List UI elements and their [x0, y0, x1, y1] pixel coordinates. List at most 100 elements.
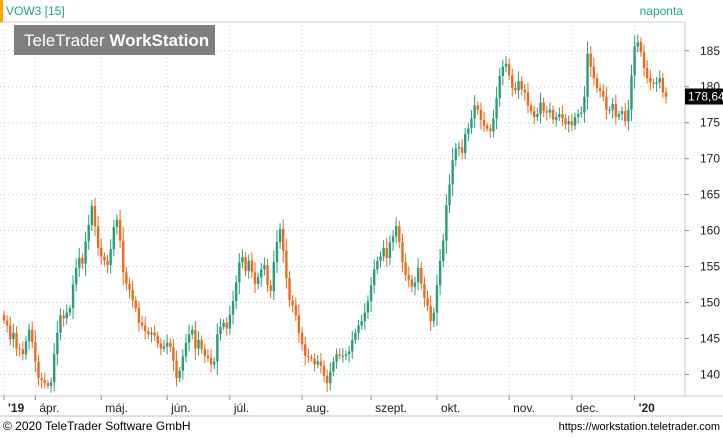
candle [416, 258, 420, 291]
candle [614, 94, 618, 125]
candle [27, 323, 31, 350]
candle [630, 64, 633, 121]
x-tick-label-5: aug. [306, 401, 329, 415]
x-tick-label-0: '19 [8, 401, 25, 415]
candle-body [27, 329, 31, 342]
candle [576, 109, 580, 124]
candle [645, 60, 649, 84]
y-tick-label-170: 170 [700, 152, 720, 166]
candle [482, 111, 486, 132]
source-url-link[interactable]: https://workstation.teletrader.com [559, 421, 720, 433]
y-tick-label-175: 175 [700, 116, 720, 130]
candle [297, 304, 301, 343]
candle-body [407, 275, 410, 280]
candle [269, 279, 272, 299]
candle [37, 354, 40, 386]
candle [413, 276, 417, 296]
candle-body [410, 279, 414, 287]
candle [479, 102, 483, 130]
candle-body [278, 229, 282, 243]
candle [529, 101, 533, 115]
candle-body [413, 282, 417, 287]
candle [542, 97, 545, 118]
candle-body [81, 257, 84, 264]
candle [423, 276, 426, 308]
candle-body [357, 325, 360, 333]
candle [611, 97, 614, 119]
candle-body [391, 236, 395, 243]
candle [253, 262, 257, 293]
candle [15, 326, 18, 356]
candle-body [118, 219, 122, 241]
candle [551, 105, 555, 125]
x-tick-label-1: ápr. [39, 401, 59, 415]
candle [31, 321, 34, 348]
candle [495, 86, 498, 130]
candle [56, 320, 59, 366]
candle-body [46, 383, 50, 386]
candle [256, 272, 260, 290]
candle [322, 360, 326, 383]
candle-body [84, 241, 87, 264]
candle [580, 106, 583, 118]
candle [162, 339, 166, 353]
candle-body [464, 134, 467, 153]
candle-body [24, 341, 28, 355]
candle [263, 257, 266, 276]
candle [476, 101, 479, 115]
candle [313, 353, 316, 372]
candle-body [548, 109, 552, 113]
candle-body [351, 339, 354, 352]
candle-body [62, 315, 65, 319]
candle-body [52, 354, 56, 383]
candle-body [272, 262, 276, 291]
candle [219, 318, 222, 341]
candle [592, 57, 596, 86]
candle-body [608, 109, 611, 111]
candle-body [388, 242, 392, 258]
candle-body [319, 361, 323, 366]
x-tick-label-7: okt. [441, 401, 460, 415]
candle [100, 238, 103, 266]
candle-body [225, 322, 228, 329]
candle-body [554, 116, 558, 120]
candle-body [567, 121, 570, 125]
candle-body [159, 343, 163, 349]
candle [485, 122, 489, 132]
candle-body [294, 305, 297, 316]
candle-body [639, 42, 643, 53]
period-label[interactable]: naponta [640, 4, 684, 18]
candle [344, 350, 348, 361]
candle-body [536, 114, 539, 117]
candle-body [511, 75, 514, 89]
candle [40, 372, 43, 389]
candle-body [156, 335, 159, 344]
candle [213, 357, 216, 370]
candle [316, 354, 319, 369]
candle-body [297, 315, 301, 333]
candle-body [485, 125, 489, 129]
candle-body [445, 205, 448, 241]
candle [420, 262, 423, 290]
symbol-label[interactable]: VOW3 [15] [6, 4, 65, 18]
candle-body [197, 339, 200, 349]
candle [216, 323, 219, 375]
candle [225, 317, 228, 336]
candle [598, 83, 602, 98]
candle-body [420, 267, 423, 284]
candle [106, 254, 109, 274]
candle-body [598, 88, 602, 92]
candle-body [282, 229, 285, 251]
candle-body [137, 308, 141, 323]
candle-body [347, 351, 351, 355]
candle-body [589, 53, 592, 67]
candle-body [178, 370, 181, 379]
candle [187, 324, 191, 352]
candle [285, 238, 288, 289]
candle [332, 356, 335, 377]
candle [347, 345, 351, 363]
candle-body [526, 92, 530, 106]
candle-body [341, 355, 345, 357]
